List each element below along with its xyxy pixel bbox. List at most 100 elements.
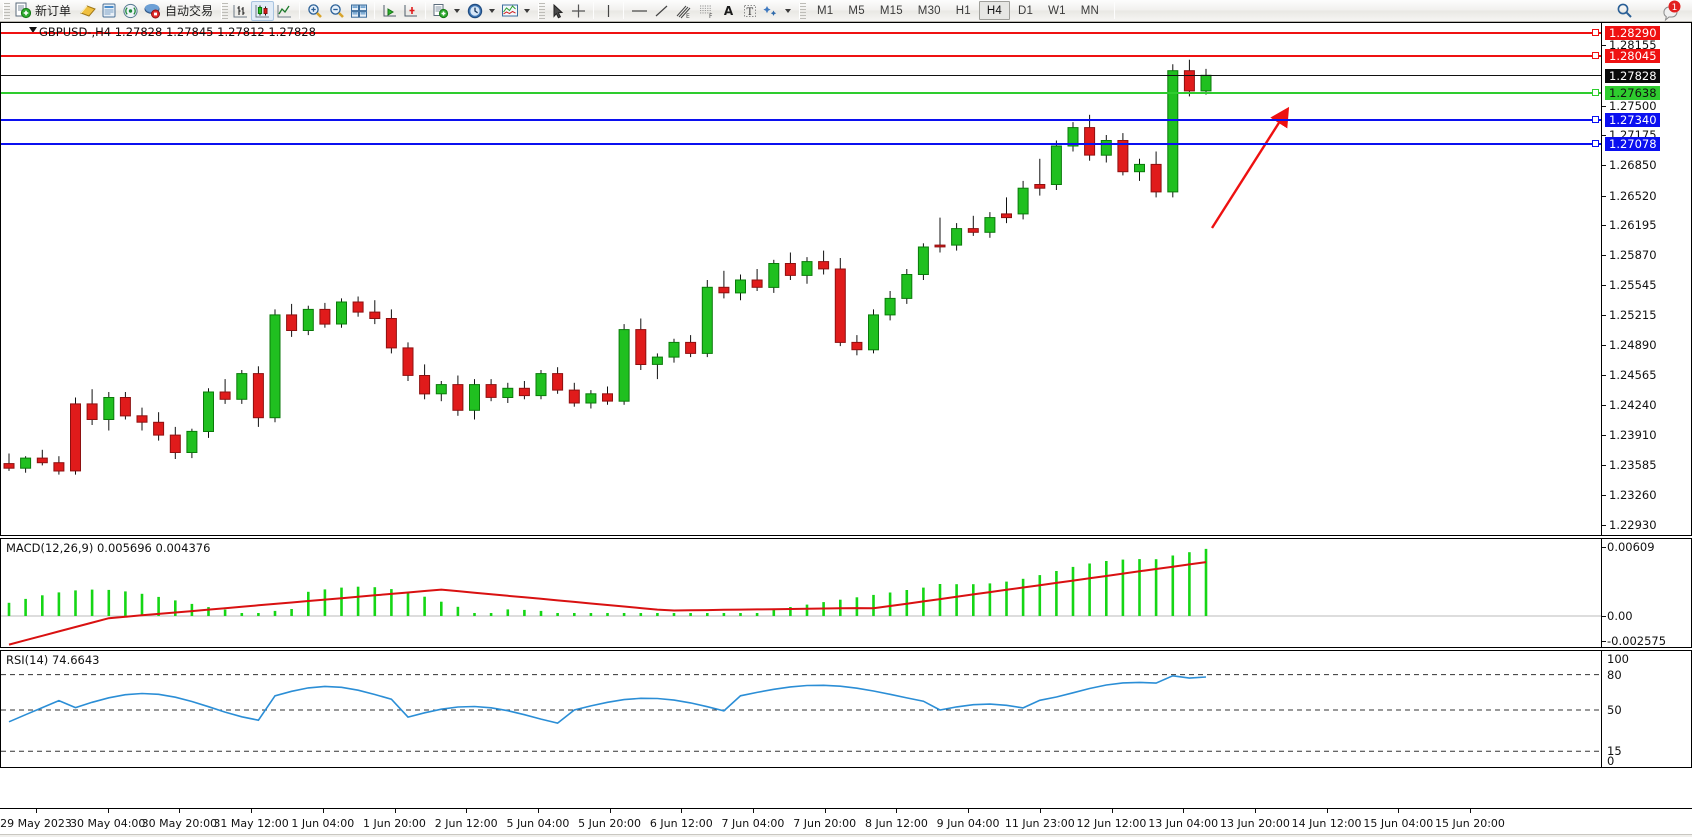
macd-label: MACD(12,26,9) 0.005696 0.004376 bbox=[6, 541, 211, 555]
price-tick bbox=[1602, 464, 1606, 466]
auto-trading-icon[interactable] bbox=[141, 1, 163, 21]
text-label-icon[interactable]: T bbox=[739, 1, 760, 21]
rsi-tick-label: 80 bbox=[1607, 667, 1622, 682]
price-tick-label: 1.24565 bbox=[1609, 367, 1657, 382]
resistance-line-tag[interactable]: 1.28290 bbox=[1605, 26, 1660, 41]
objects-icon[interactable] bbox=[760, 1, 782, 21]
rsi-tick-label: 50 bbox=[1607, 703, 1622, 717]
macd-tick bbox=[1602, 641, 1606, 642]
auto-scroll-icon[interactable] bbox=[379, 1, 400, 21]
toolbar-grip-4[interactable] bbox=[799, 2, 807, 19]
macd-axis-divider bbox=[1601, 539, 1602, 647]
timeframe-w1[interactable]: W1 bbox=[1048, 4, 1066, 17]
support-line-tag[interactable]: 1.27078 bbox=[1605, 137, 1660, 152]
level-drag-handle[interactable] bbox=[1592, 116, 1599, 124]
toolbar-grip-3[interactable] bbox=[538, 2, 546, 19]
time-tick-label: 5 Jun 04:00 bbox=[506, 817, 570, 830]
level-drag-handle[interactable] bbox=[1592, 140, 1599, 148]
rsi-tick-label: 0 bbox=[1607, 754, 1615, 768]
price-tick bbox=[1602, 225, 1606, 227]
new-order-icon[interactable] bbox=[12, 1, 33, 21]
text-icon[interactable]: A bbox=[723, 3, 734, 18]
time-tick bbox=[322, 809, 324, 813]
equidistant-channel-icon[interactable]: E bbox=[672, 1, 695, 21]
timeframe-h4[interactable]: H4 bbox=[978, 1, 1010, 20]
time-tick bbox=[681, 809, 683, 813]
price-tick bbox=[1602, 105, 1606, 107]
level-drag-handle[interactable] bbox=[1592, 88, 1599, 96]
rsi-pane[interactable]: RSI(14) 74.6643 100 80 50 15 0 bbox=[0, 650, 1692, 768]
toolbar-grip-2[interactable] bbox=[221, 2, 229, 19]
time-tick bbox=[609, 809, 611, 813]
toolbar-separator-2 bbox=[374, 2, 376, 19]
candlestick-chart-icon[interactable] bbox=[251, 0, 275, 21]
new-order-label[interactable]: 新订单 bbox=[35, 4, 72, 18]
zoom-out-icon[interactable] bbox=[326, 1, 348, 21]
chart-collapse-arrow[interactable] bbox=[29, 27, 37, 33]
objects-dropdown-caret[interactable] bbox=[785, 8, 792, 13]
resistance-line[interactable] bbox=[1, 54, 1601, 57]
chart-area[interactable]: GBPUSD-,H4 1.27828 1.27845 1.27812 1.278… bbox=[0, 22, 1692, 808]
timeframe-m5[interactable]: M5 bbox=[848, 4, 865, 17]
time-tick bbox=[896, 809, 898, 813]
time-tick-label: 29 May 2023 bbox=[0, 817, 72, 830]
timeframe-m30[interactable]: M30 bbox=[917, 4, 941, 17]
toolbar-grip[interactable] bbox=[3, 2, 10, 19]
auto-trading-label[interactable]: 自动交易 bbox=[165, 4, 214, 18]
timeframe-h1[interactable]: H1 bbox=[955, 4, 971, 17]
chart-shift-icon[interactable] bbox=[400, 1, 421, 21]
price-tick bbox=[1602, 195, 1606, 197]
templates-icon[interactable] bbox=[499, 1, 521, 21]
time-tick bbox=[1254, 809, 1256, 813]
horizontal-line-icon[interactable] bbox=[628, 1, 651, 21]
price-pane[interactable]: GBPUSD-,H4 1.27828 1.27845 1.27812 1.278… bbox=[0, 22, 1692, 536]
crosshair-icon[interactable] bbox=[568, 1, 589, 21]
current-price-tag[interactable]: 1.27828 bbox=[1605, 68, 1660, 83]
period-dropdown-caret[interactable] bbox=[489, 8, 496, 13]
fibonacci-icon[interactable]: F bbox=[695, 1, 718, 21]
price-tick bbox=[1602, 525, 1606, 527]
search-icon[interactable] bbox=[1616, 2, 1634, 25]
toolbar-separator-5 bbox=[623, 2, 625, 19]
time-tick bbox=[1470, 809, 1471, 813]
timeframe-m15[interactable]: M15 bbox=[879, 4, 903, 17]
level-drag-handle[interactable] bbox=[1592, 51, 1599, 59]
support-line[interactable] bbox=[1, 143, 1601, 146]
bar-chart-icon[interactable] bbox=[230, 1, 251, 21]
macd-tick bbox=[1602, 616, 1606, 617]
cursor-icon[interactable] bbox=[547, 1, 568, 21]
zoom-in-icon[interactable] bbox=[304, 1, 326, 21]
terminal-icon[interactable] bbox=[77, 1, 99, 21]
resistance-line-tag[interactable]: 1.28045 bbox=[1605, 48, 1660, 63]
timeframe-mn[interactable]: MN bbox=[1080, 4, 1100, 17]
pivot-line[interactable] bbox=[1, 91, 1601, 94]
timeframe-d1[interactable]: D1 bbox=[1018, 4, 1034, 17]
line-chart-icon[interactable] bbox=[274, 1, 295, 21]
market-watch-icon[interactable] bbox=[99, 1, 120, 21]
signals-icon[interactable] bbox=[120, 1, 141, 21]
price-tick-label: 1.25215 bbox=[1609, 308, 1657, 323]
price-tick bbox=[1602, 255, 1606, 257]
vertical-line-icon[interactable] bbox=[598, 1, 619, 21]
time-axis[interactable]: 29 May 2023 30 May 04:00 30 May 20:00 31 Ma… bbox=[0, 808, 1692, 837]
indicators-dropdown-caret[interactable] bbox=[454, 8, 461, 13]
trendline-icon[interactable] bbox=[651, 1, 672, 21]
rsi-tick-label: 100 bbox=[1607, 652, 1629, 666]
indicators-icon[interactable] bbox=[430, 1, 451, 21]
svg-text:F: F bbox=[709, 13, 713, 19]
templates-dropdown-caret[interactable] bbox=[524, 8, 531, 13]
level-drag-handle[interactable] bbox=[1592, 29, 1599, 37]
tile-windows-icon[interactable] bbox=[348, 1, 370, 21]
alerts-badge[interactable]: 1 bbox=[1660, 0, 1681, 22]
macd-pane[interactable]: MACD(12,26,9) 0.005696 0.004376 0.00609 0… bbox=[0, 538, 1692, 648]
price-tick-label: 1.26850 bbox=[1609, 158, 1657, 173]
resistance-line[interactable] bbox=[1, 32, 1601, 35]
timeframe-m1[interactable]: M1 bbox=[817, 4, 834, 17]
support-line-tag[interactable]: 1.27340 bbox=[1605, 113, 1660, 128]
pivot-line-tag[interactable]: 1.27638 bbox=[1605, 85, 1660, 100]
rsi-label: RSI(14) 74.6643 bbox=[6, 653, 100, 667]
price-tick bbox=[1602, 165, 1606, 167]
current-price[interactable] bbox=[1, 74, 1601, 76]
support-line[interactable] bbox=[1, 119, 1601, 122]
period-icon[interactable] bbox=[464, 1, 486, 21]
